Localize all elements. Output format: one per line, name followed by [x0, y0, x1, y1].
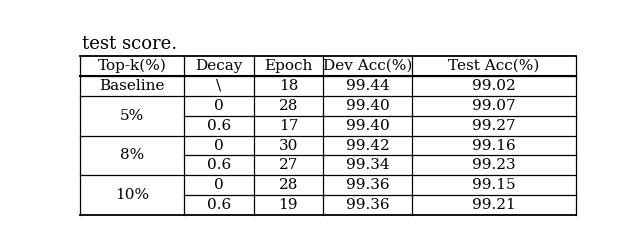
Text: 5%: 5% [120, 109, 144, 123]
Text: Test Acc(%): Test Acc(%) [449, 59, 540, 73]
Text: 99.02: 99.02 [472, 79, 516, 93]
Text: 99.34: 99.34 [346, 158, 390, 172]
Text: 99.27: 99.27 [472, 119, 516, 133]
Text: 0.6: 0.6 [207, 119, 231, 133]
Text: Top-k(%): Top-k(%) [98, 59, 166, 73]
Text: 99.44: 99.44 [346, 79, 390, 93]
Text: 18: 18 [278, 79, 298, 93]
Text: \: \ [216, 79, 221, 93]
Text: 99.42: 99.42 [346, 138, 390, 153]
Text: 0: 0 [214, 138, 224, 153]
Text: 99.36: 99.36 [346, 198, 390, 212]
Text: 28: 28 [278, 178, 298, 192]
Text: 8%: 8% [120, 149, 144, 163]
Text: 99.21: 99.21 [472, 198, 516, 212]
Text: 99.40: 99.40 [346, 99, 390, 113]
Text: 0: 0 [214, 178, 224, 192]
Text: 19: 19 [278, 198, 298, 212]
Text: 99.07: 99.07 [472, 99, 516, 113]
Text: 99.16: 99.16 [472, 138, 516, 153]
Text: 30: 30 [278, 138, 298, 153]
Text: 17: 17 [278, 119, 298, 133]
Text: 10%: 10% [115, 188, 149, 202]
Text: 99.15: 99.15 [472, 178, 516, 192]
Text: 0.6: 0.6 [207, 158, 231, 172]
Text: 0: 0 [214, 99, 224, 113]
Text: 28: 28 [278, 99, 298, 113]
Text: Epoch: Epoch [264, 59, 312, 73]
Text: 27: 27 [278, 158, 298, 172]
Text: Baseline: Baseline [99, 79, 165, 93]
Text: Decay: Decay [195, 59, 243, 73]
Text: Dev Acc(%): Dev Acc(%) [323, 59, 412, 73]
Text: 99.36: 99.36 [346, 178, 390, 192]
Text: 99.23: 99.23 [472, 158, 516, 172]
Text: 99.40: 99.40 [346, 119, 390, 133]
Text: 0.6: 0.6 [207, 198, 231, 212]
Text: test score.: test score. [83, 35, 178, 53]
